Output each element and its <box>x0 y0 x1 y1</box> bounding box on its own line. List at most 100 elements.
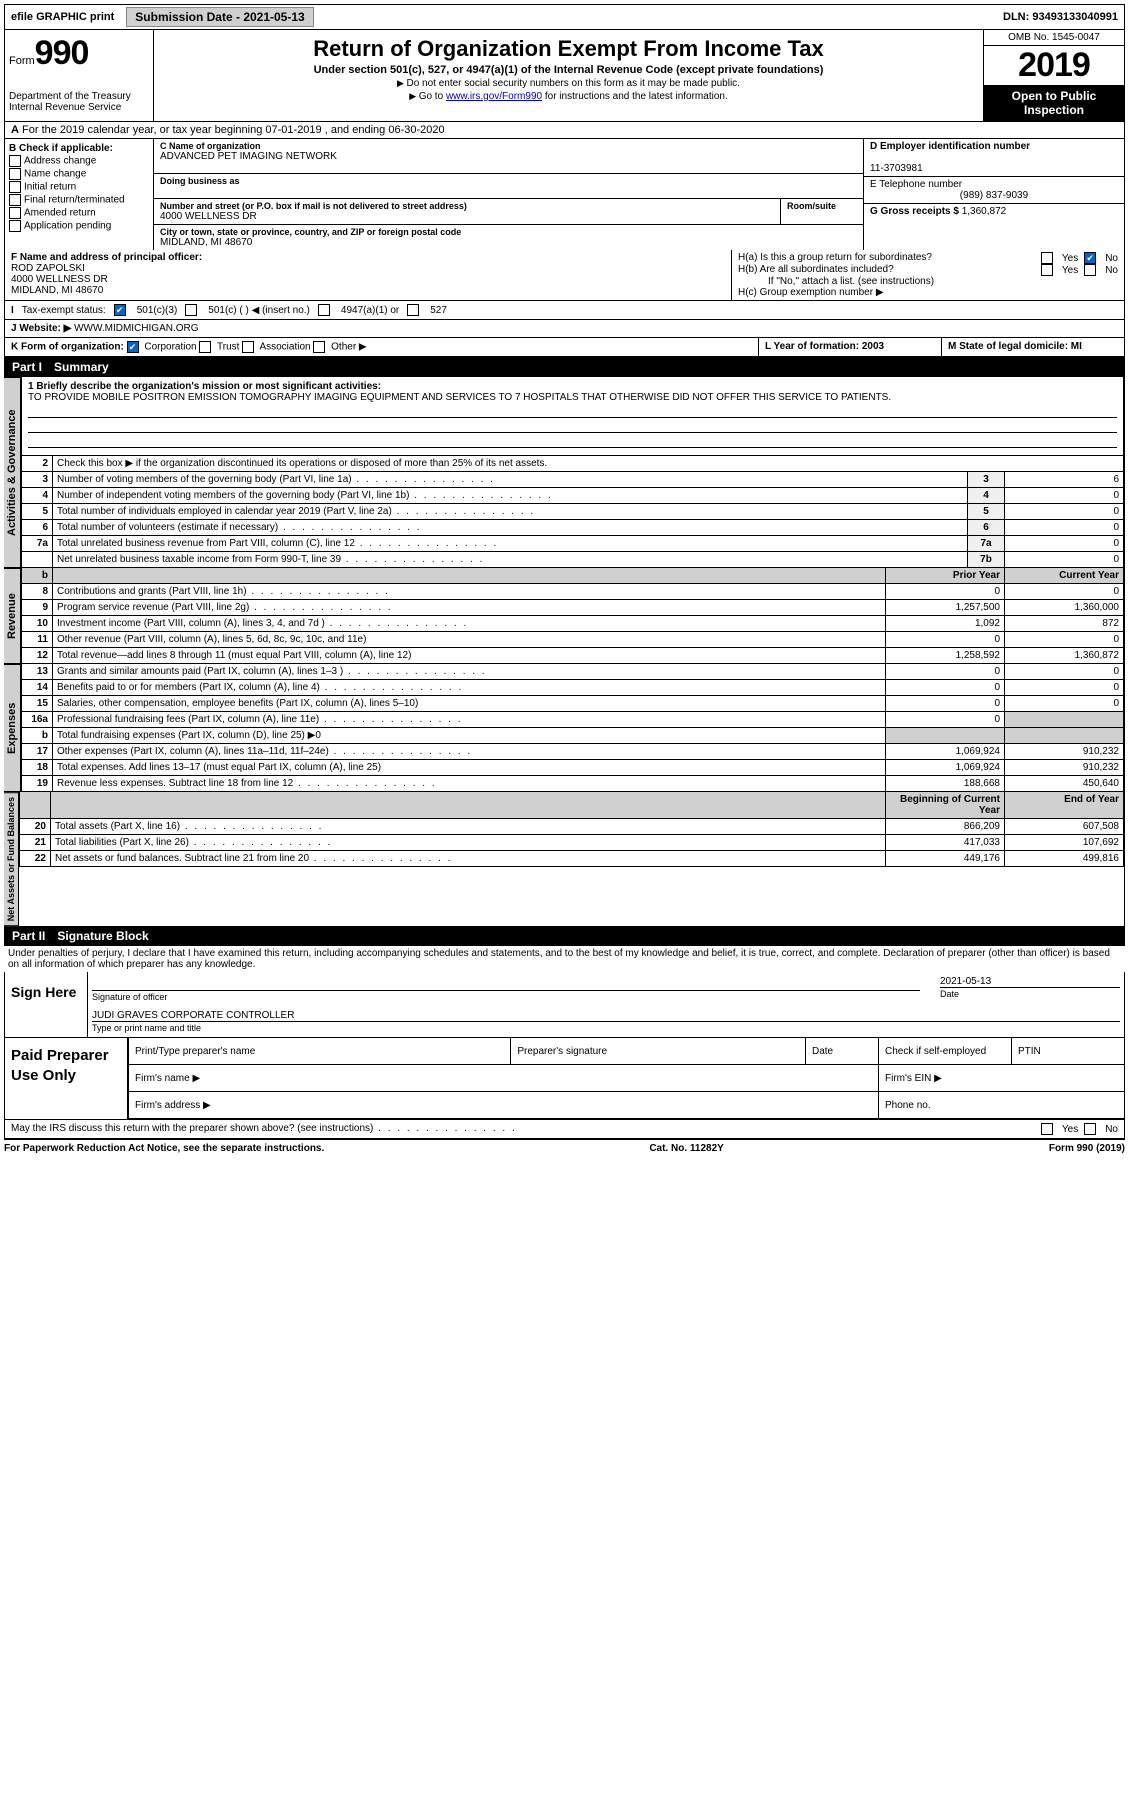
part2-title: Signature Block <box>57 929 148 943</box>
box-b-head: B Check if applicable: <box>9 143 149 154</box>
curr-year-head: Current Year <box>1005 568 1124 584</box>
hb-no[interactable] <box>1084 264 1096 276</box>
chk-pending[interactable] <box>9 220 21 232</box>
table-row: 5Total number of individuals employed in… <box>22 504 1124 520</box>
ha-yes[interactable] <box>1041 252 1053 264</box>
sign-block: Sign Here Signature of officer 2021-05-1… <box>4 972 1125 1120</box>
ptin-head: PTIN <box>1012 1038 1125 1065</box>
ha-no[interactable]: ✔ <box>1084 252 1096 264</box>
instr-link: Go to www.irs.gov/Form990 for instructio… <box>162 91 975 102</box>
table-row: 7aTotal unrelated business revenue from … <box>22 536 1124 552</box>
box-f: F Name and address of principal officer:… <box>5 250 732 300</box>
sign-here-label: Sign Here <box>5 972 88 1037</box>
chk-trust[interactable] <box>199 341 211 353</box>
footer-left: For Paperwork Reduction Act Notice, see … <box>4 1143 324 1154</box>
city-value: MIDLAND, MI 48670 <box>160 237 857 248</box>
chk-final[interactable] <box>9 194 21 206</box>
k-label: K Form of organization: <box>11 342 124 353</box>
footer: For Paperwork Reduction Act Notice, see … <box>4 1139 1125 1157</box>
hb-label: H(b) Are all subordinates included? <box>738 264 894 276</box>
row-j: J Website: ▶ WWW.MIDMICHIGAN.ORG <box>4 320 1125 338</box>
chk-501c[interactable] <box>185 304 197 316</box>
vtab-net: Net Assets or Fund Balances <box>4 792 19 926</box>
officer-street: 4000 WELLNESS DR <box>11 274 108 285</box>
table-row: 9Program service revenue (Part VIII, lin… <box>22 600 1124 616</box>
discuss-yes[interactable] <box>1041 1123 1053 1135</box>
prep-name-head: Print/Type preparer's name <box>129 1038 511 1065</box>
org-name: ADVANCED PET IMAGING NETWORK <box>160 151 857 162</box>
opt-other: Other ▶ <box>331 342 366 353</box>
discuss-no[interactable] <box>1084 1123 1096 1135</box>
chk-initial[interactable] <box>9 181 21 193</box>
instr-ssn: Do not enter social security numbers on … <box>162 78 975 89</box>
dba-label: Doing business as <box>154 173 863 196</box>
mission-text: TO PROVIDE MOBILE POSITRON EMISSION TOMO… <box>28 392 891 403</box>
chk-assoc[interactable] <box>242 341 254 353</box>
name-label: C Name of organization <box>160 141 857 151</box>
section-revenue: Revenue bPrior YearCurrent Year 8Contrib… <box>4 568 1125 664</box>
top-bar: efile GRAPHIC print Submission Date - 20… <box>4 4 1125 30</box>
year-formation: L Year of formation: 2003 <box>765 341 884 352</box>
table-row: Net unrelated business taxable income fr… <box>22 552 1124 568</box>
chk-address[interactable] <box>9 155 21 167</box>
hb-note: If "No," attach a list. (see instruction… <box>738 276 1118 287</box>
officer-printed-name: JUDI GRAVES CORPORATE CONTROLLER <box>92 1010 1120 1021</box>
paid-label: Paid Preparer Use Only <box>5 1038 128 1119</box>
opt-final: Final return/terminated <box>24 195 125 206</box>
chk-namechange[interactable] <box>9 168 21 180</box>
table-row: 18Total expenses. Add lines 13–17 (must … <box>22 760 1124 776</box>
officer-city: MIDLAND, MI 48670 <box>11 285 103 296</box>
box-b: B Check if applicable: Address change Na… <box>5 139 154 250</box>
part2-num: Part II <box>12 929 45 943</box>
table-row: 12Total revenue—add lines 8 through 11 (… <box>22 648 1124 664</box>
prep-date-head: Date <box>806 1038 879 1065</box>
website-label: Website: ▶ <box>19 323 71 334</box>
room-label: Room/suite <box>787 201 857 211</box>
chk-amended[interactable] <box>9 207 21 219</box>
sig-declaration: Under penalties of perjury, I declare th… <box>4 946 1125 972</box>
end-year-head: End of Year <box>1005 792 1124 819</box>
submission-date-button[interactable]: Submission Date - 2021-05-13 <box>126 7 313 27</box>
row-fh: F Name and address of principal officer:… <box>4 250 1125 301</box>
opt-address: Address change <box>24 156 96 167</box>
self-emp-head: Check if self-employed <box>879 1038 1012 1065</box>
phone-label: E Telephone number <box>870 179 1118 190</box>
irs-link[interactable]: www.irs.gov/Form990 <box>446 91 542 102</box>
opt-pending: Application pending <box>24 221 111 232</box>
instr-post: for instructions and the latest informat… <box>542 91 728 102</box>
chk-527[interactable] <box>407 304 419 316</box>
dept-treasury: Department of the Treasury <box>9 91 149 102</box>
hb-yes[interactable] <box>1041 264 1053 276</box>
begin-year-head: Beginning of Current Year <box>886 792 1005 819</box>
footer-mid: Cat. No. 11282Y <box>649 1143 723 1154</box>
form-header: Form990 Department of the Treasury Inter… <box>4 30 1125 122</box>
prep-sig-head: Preparer's signature <box>511 1038 806 1065</box>
chk-4947[interactable] <box>318 304 330 316</box>
table-row: 3Number of voting members of the governi… <box>22 472 1124 488</box>
street-label: Number and street (or P.O. box if mail i… <box>160 201 774 211</box>
firm-ein-label: Firm's EIN ▶ <box>879 1065 1125 1092</box>
part1-header: Part I Summary <box>4 357 1125 377</box>
chk-other[interactable] <box>313 341 325 353</box>
discuss-row: May the IRS discuss this return with the… <box>4 1120 1125 1139</box>
chk-501c3[interactable]: ✔ <box>114 304 126 316</box>
phone-value: (989) 837-9039 <box>870 190 1118 201</box>
box-c: C Name of organization ADVANCED PET IMAG… <box>154 139 864 250</box>
table-row: 21Total liabilities (Part X, line 26)417… <box>20 835 1124 851</box>
table-row: 14Benefits paid to or for members (Part … <box>22 680 1124 696</box>
hc-label: H(c) Group exemption number ▶ <box>738 287 1118 298</box>
form-word: Form <box>9 55 35 67</box>
table-row: 20Total assets (Part X, line 16)866,2096… <box>20 819 1124 835</box>
row-klm: K Form of organization: ✔ Corporation Tr… <box>4 338 1125 357</box>
table-row: 19Revenue less expenses. Subtract line 1… <box>22 776 1124 792</box>
efile-label: efile GRAPHIC print <box>5 9 120 25</box>
row-a: A For the 2019 calendar year, or tax yea… <box>4 122 1125 139</box>
j-label: J <box>11 323 17 334</box>
street-value: 4000 WELLNESS DR <box>160 211 774 222</box>
opt-501c: 501(c) ( ) ◀ (insert no.) <box>208 305 310 316</box>
table-row: 8Contributions and grants (Part VIII, li… <box>22 584 1124 600</box>
table-row: 17Other expenses (Part IX, column (A), l… <box>22 744 1124 760</box>
mission-q: 1 Briefly describe the organization's mi… <box>28 381 381 392</box>
section-net: Net Assets or Fund Balances Beginning of… <box>4 792 1125 926</box>
chk-corp[interactable]: ✔ <box>127 341 139 353</box>
